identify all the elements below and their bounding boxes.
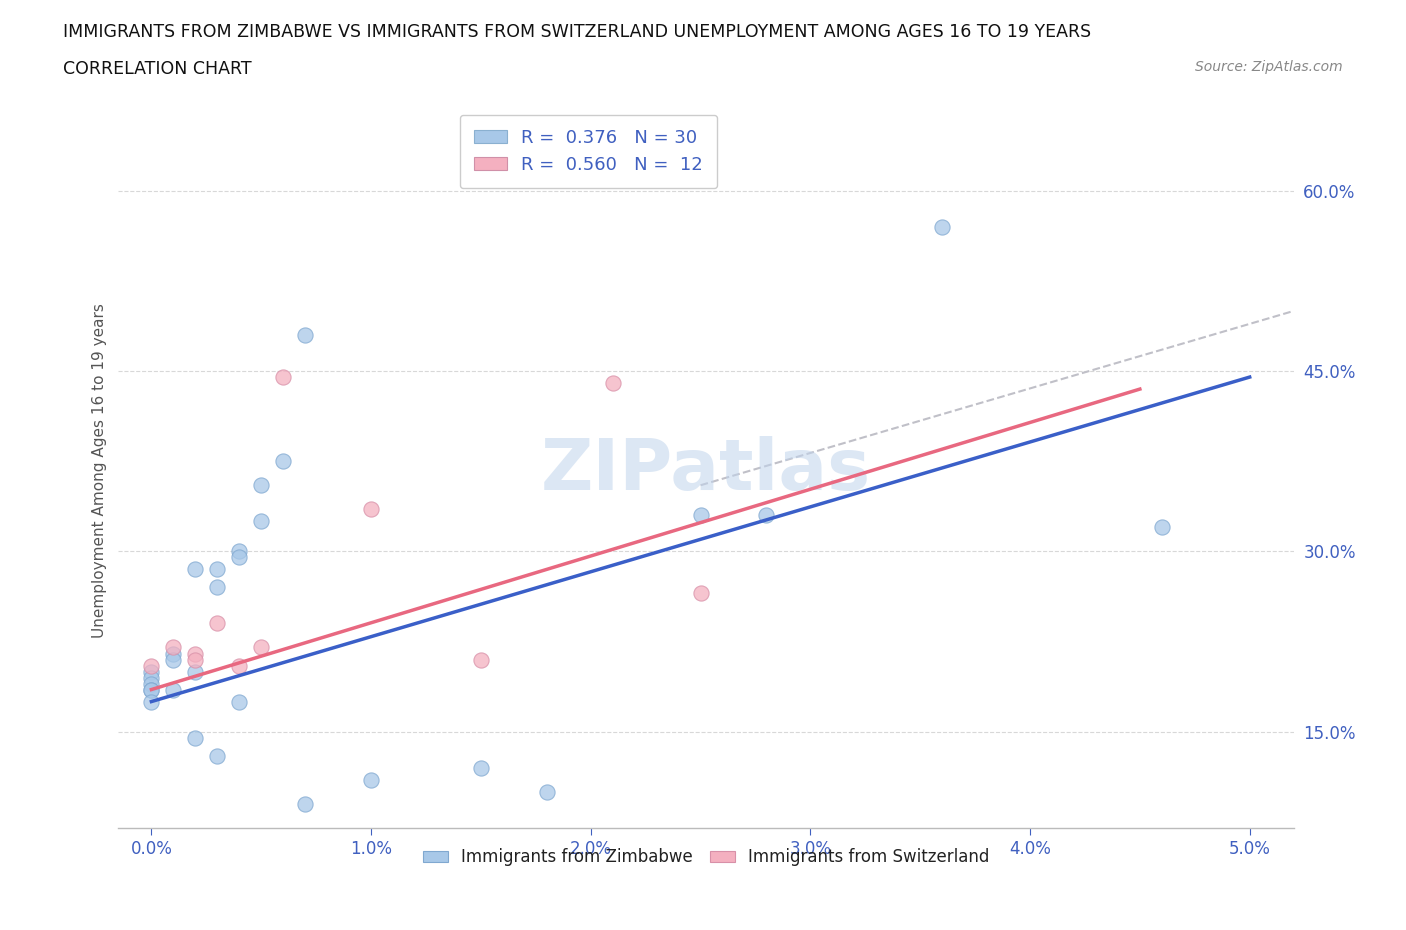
Point: [470, 652, 492, 667]
Point: [184, 664, 207, 679]
Point: [294, 796, 316, 811]
Point: [184, 562, 207, 577]
Point: [228, 658, 250, 673]
Point: [162, 646, 184, 661]
Point: [162, 652, 184, 667]
Point: [294, 327, 316, 342]
Point: [689, 508, 711, 523]
Point: [689, 586, 711, 601]
Point: [250, 514, 273, 529]
Text: Source: ZipAtlas.com: Source: ZipAtlas.com: [1195, 60, 1343, 74]
Text: IMMIGRANTS FROM ZIMBABWE VS IMMIGRANTS FROM SWITZERLAND UNEMPLOYMENT AMONG AGES : IMMIGRANTS FROM ZIMBABWE VS IMMIGRANTS F…: [63, 23, 1091, 41]
Point: [184, 646, 207, 661]
Point: [931, 219, 953, 234]
Point: [360, 502, 382, 517]
Point: [271, 454, 294, 469]
Point: [360, 772, 382, 787]
Point: [755, 508, 778, 523]
Point: [228, 550, 250, 565]
Point: [141, 676, 163, 691]
Point: [162, 682, 184, 697]
Point: [207, 749, 229, 764]
Point: [250, 640, 273, 655]
Legend: Immigrants from Zimbabwe, Immigrants from Switzerland: Immigrants from Zimbabwe, Immigrants fro…: [416, 842, 995, 873]
Point: [207, 616, 229, 631]
Point: [141, 664, 163, 679]
Point: [141, 682, 163, 697]
Text: CORRELATION CHART: CORRELATION CHART: [63, 60, 252, 78]
Text: ZIPatlas: ZIPatlas: [541, 436, 872, 505]
Point: [207, 562, 229, 577]
Point: [141, 694, 163, 709]
Point: [1150, 520, 1173, 535]
Point: [228, 544, 250, 559]
Point: [141, 671, 163, 685]
Point: [250, 478, 273, 493]
Point: [162, 640, 184, 655]
Point: [271, 369, 294, 384]
Point: [470, 760, 492, 775]
Y-axis label: Unemployment Among Ages 16 to 19 years: Unemployment Among Ages 16 to 19 years: [93, 303, 107, 638]
Point: [228, 694, 250, 709]
Point: [207, 580, 229, 595]
Point: [141, 682, 163, 697]
Point: [184, 730, 207, 745]
Point: [602, 376, 624, 391]
Point: [184, 652, 207, 667]
Point: [141, 658, 163, 673]
Point: [536, 784, 558, 799]
